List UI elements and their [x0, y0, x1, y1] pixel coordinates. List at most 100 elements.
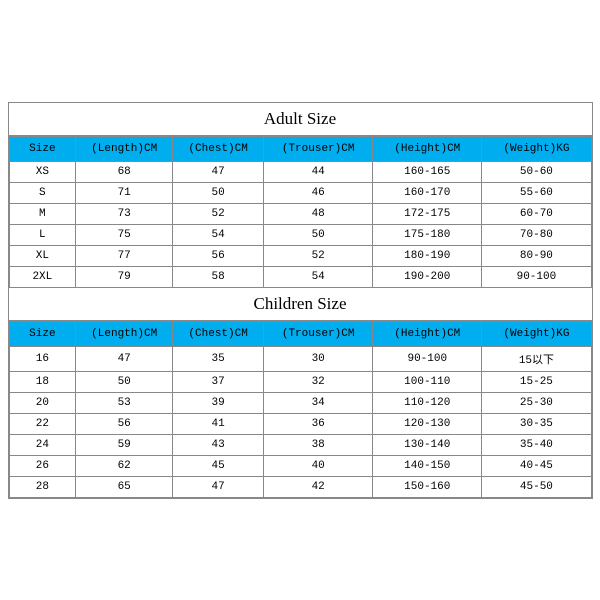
- table-cell: 60-70: [482, 203, 591, 224]
- table-row: 24594338130-14035-40: [9, 434, 591, 455]
- size-chart-container: Adult Size Size (Length)CM (Chest)CM (Tr…: [8, 102, 593, 499]
- table-cell: 71: [76, 182, 173, 203]
- children-size-table: Size (Length)CM (Chest)CM (Trouser)CM (H…: [9, 321, 592, 498]
- table-row: M735248172-17560-70: [9, 203, 591, 224]
- table-row: XS684744160-16550-60: [9, 161, 591, 182]
- table-cell: 47: [173, 476, 264, 497]
- table-cell: 34: [264, 392, 373, 413]
- table-cell: 55-60: [482, 182, 591, 203]
- table-cell: 47: [173, 161, 264, 182]
- table-cell: 39: [173, 392, 264, 413]
- table-cell: 15以下: [482, 346, 591, 371]
- table-cell: 26: [9, 455, 76, 476]
- table-cell: 160-165: [373, 161, 482, 182]
- table-cell: 56: [76, 413, 173, 434]
- table-cell: 20: [9, 392, 76, 413]
- table-cell: 40: [264, 455, 373, 476]
- table-cell: 54: [264, 266, 373, 287]
- table-cell: 24: [9, 434, 76, 455]
- table-header-row: Size (Length)CM (Chest)CM (Trouser)CM (H…: [9, 321, 591, 346]
- table-cell: 44: [264, 161, 373, 182]
- col-weight: (Weight)KG: [482, 321, 591, 346]
- table-cell: 90-100: [482, 266, 591, 287]
- table-row: 26624540140-15040-45: [9, 455, 591, 476]
- children-title: Children Size: [9, 288, 592, 321]
- table-cell: 45: [173, 455, 264, 476]
- table-cell: 172-175: [373, 203, 482, 224]
- table-cell: 46: [264, 182, 373, 203]
- table-row: S715046160-17055-60: [9, 182, 591, 203]
- table-cell: 58: [173, 266, 264, 287]
- table-cell: 35-40: [482, 434, 591, 455]
- col-length: (Length)CM: [76, 321, 173, 346]
- table-cell: 18: [9, 371, 76, 392]
- table-cell: 41: [173, 413, 264, 434]
- table-header-row: Size (Length)CM (Chest)CM (Trouser)CM (H…: [9, 136, 591, 161]
- table-cell: 75: [76, 224, 173, 245]
- table-cell: 175-180: [373, 224, 482, 245]
- table-cell: 80-90: [482, 245, 591, 266]
- col-height: (Height)CM: [373, 321, 482, 346]
- table-cell: 52: [173, 203, 264, 224]
- table-cell: 37: [173, 371, 264, 392]
- table-cell: 68: [76, 161, 173, 182]
- table-cell: 16: [9, 346, 76, 371]
- adult-size-table: Size (Length)CM (Chest)CM (Trouser)CM (H…: [9, 136, 592, 288]
- adult-table-body: XS684744160-16550-60S715046160-17055-60M…: [9, 161, 591, 287]
- table-cell: 160-170: [373, 182, 482, 203]
- children-table-body: 1647353090-10015以下18503732100-11015-2520…: [9, 346, 591, 497]
- table-cell: 65: [76, 476, 173, 497]
- col-size: Size: [9, 321, 76, 346]
- table-cell: 40-45: [482, 455, 591, 476]
- col-length: (Length)CM: [76, 136, 173, 161]
- table-cell: 2XL: [9, 266, 76, 287]
- table-cell: 54: [173, 224, 264, 245]
- table-row: 28654742150-16045-50: [9, 476, 591, 497]
- table-cell: 36: [264, 413, 373, 434]
- table-cell: 35: [173, 346, 264, 371]
- table-cell: 70-80: [482, 224, 591, 245]
- table-row: 20533934110-12025-30: [9, 392, 591, 413]
- col-trouser: (Trouser)CM: [264, 321, 373, 346]
- table-row: L755450175-18070-80: [9, 224, 591, 245]
- table-cell: 45-50: [482, 476, 591, 497]
- table-cell: 15-25: [482, 371, 591, 392]
- table-cell: 77: [76, 245, 173, 266]
- table-cell: 38: [264, 434, 373, 455]
- table-cell: 42: [264, 476, 373, 497]
- table-cell: 90-100: [373, 346, 482, 371]
- table-cell: 56: [173, 245, 264, 266]
- table-cell: XS: [9, 161, 76, 182]
- table-cell: 50-60: [482, 161, 591, 182]
- col-size: Size: [9, 136, 76, 161]
- table-cell: 59: [76, 434, 173, 455]
- table-row: 22564136120-13030-35: [9, 413, 591, 434]
- table-cell: 52: [264, 245, 373, 266]
- table-cell: 47: [76, 346, 173, 371]
- table-cell: 50: [76, 371, 173, 392]
- table-cell: 73: [76, 203, 173, 224]
- table-cell: 140-150: [373, 455, 482, 476]
- table-cell: 50: [264, 224, 373, 245]
- table-cell: 50: [173, 182, 264, 203]
- table-row: 2XL795854190-20090-100: [9, 266, 591, 287]
- table-cell: M: [9, 203, 76, 224]
- table-cell: 79: [76, 266, 173, 287]
- table-row: XL775652180-19080-90: [9, 245, 591, 266]
- col-height: (Height)CM: [373, 136, 482, 161]
- table-cell: 28: [9, 476, 76, 497]
- table-cell: 180-190: [373, 245, 482, 266]
- table-cell: 53: [76, 392, 173, 413]
- table-cell: 30-35: [482, 413, 591, 434]
- table-cell: 48: [264, 203, 373, 224]
- table-cell: 190-200: [373, 266, 482, 287]
- col-trouser: (Trouser)CM: [264, 136, 373, 161]
- table-row: 18503732100-11015-25: [9, 371, 591, 392]
- table-cell: 62: [76, 455, 173, 476]
- table-cell: 150-160: [373, 476, 482, 497]
- col-chest: (Chest)CM: [173, 321, 264, 346]
- table-cell: XL: [9, 245, 76, 266]
- table-cell: 120-130: [373, 413, 482, 434]
- table-cell: 32: [264, 371, 373, 392]
- table-cell: 25-30: [482, 392, 591, 413]
